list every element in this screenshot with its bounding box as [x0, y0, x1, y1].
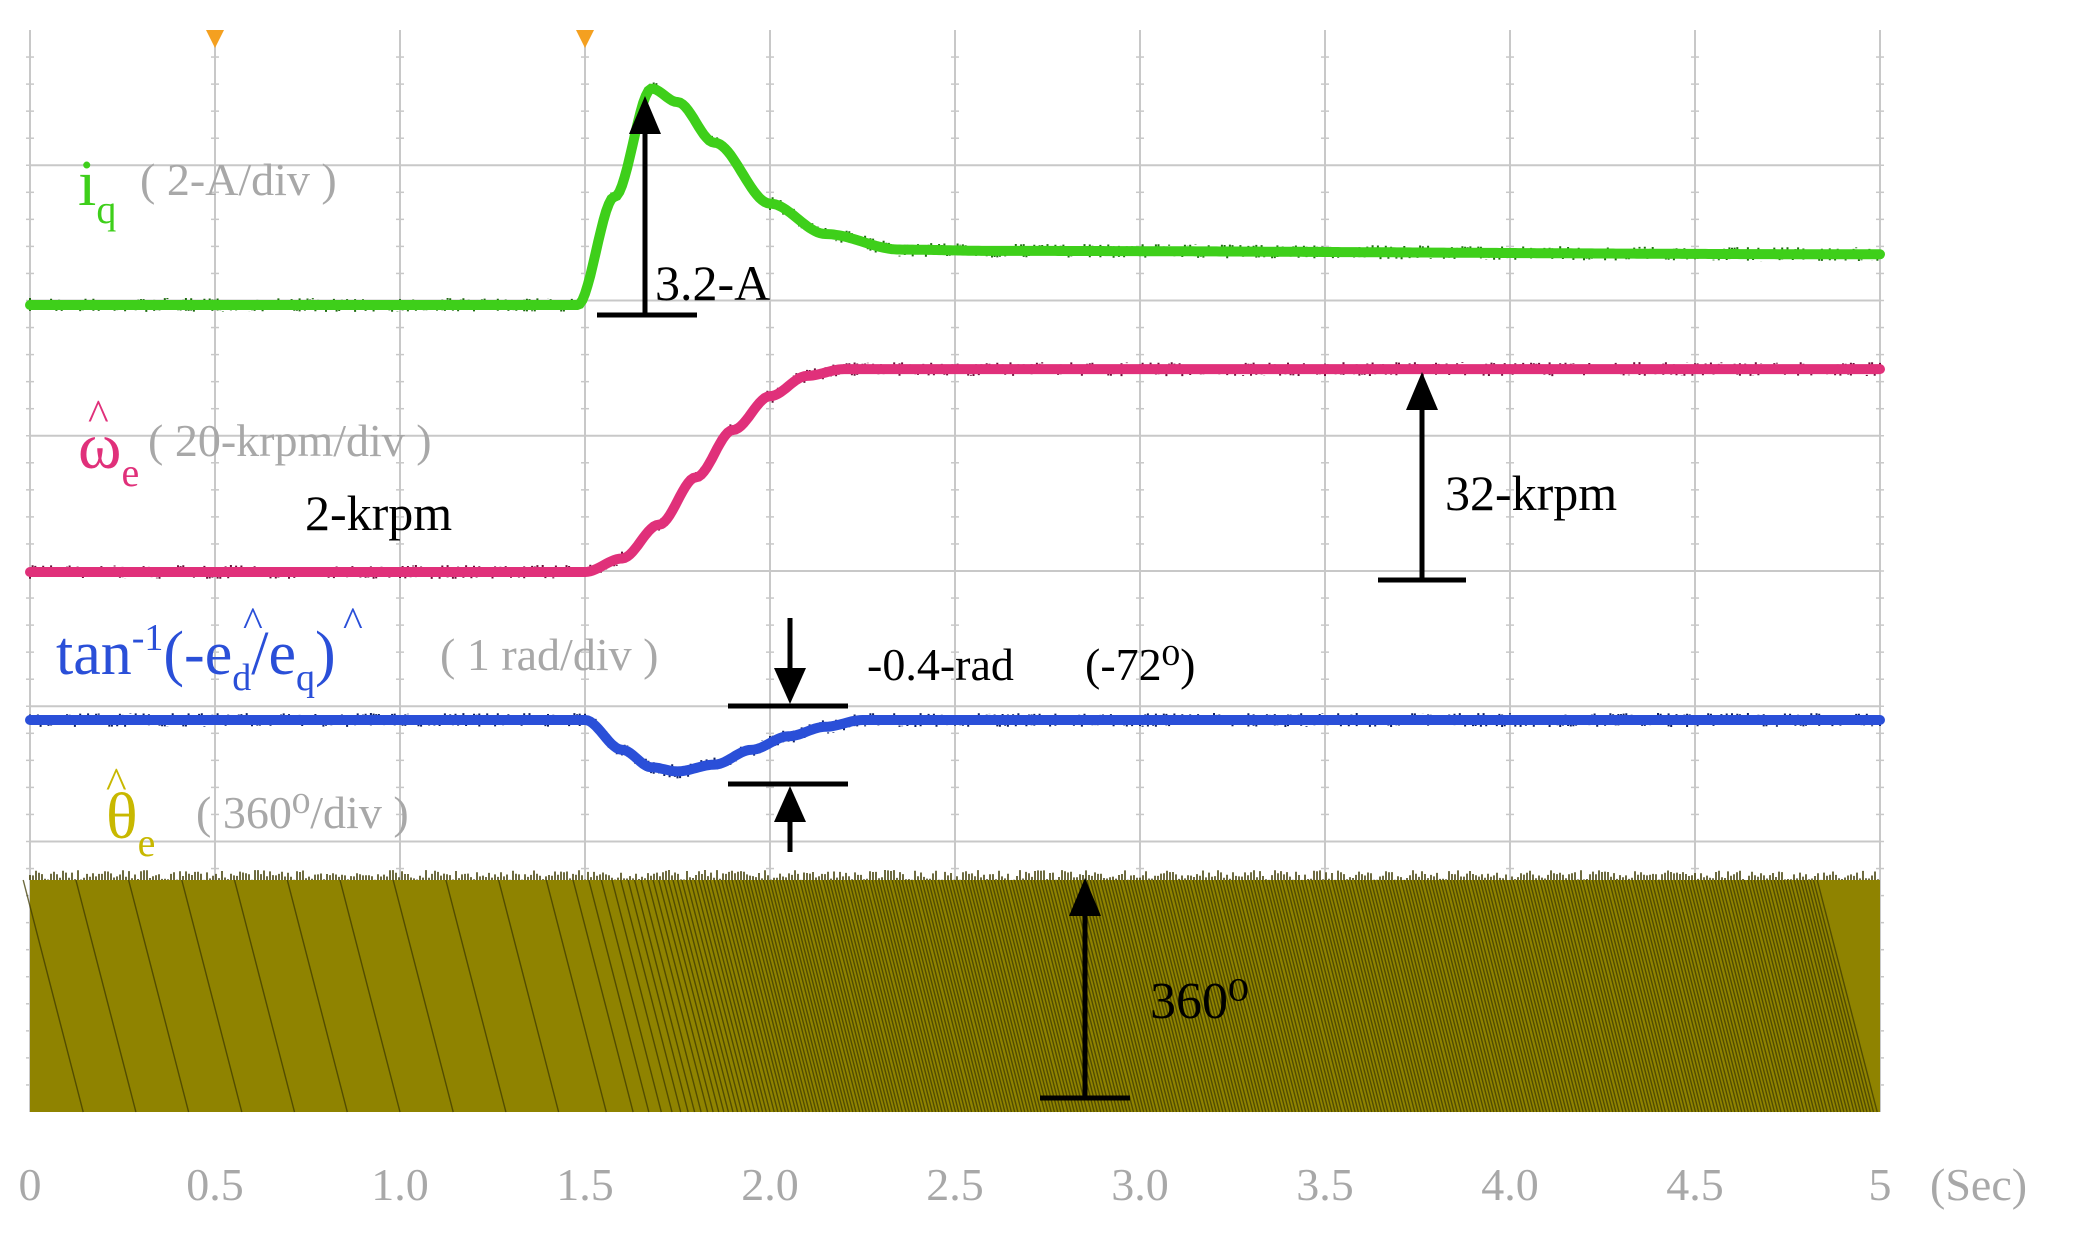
speed-final-annotation: 32-krpm — [1445, 465, 1617, 521]
x-tick-label: 2.0 — [741, 1159, 799, 1210]
x-tick-label: 4.0 — [1481, 1159, 1539, 1210]
angle-dip-down-head — [774, 668, 806, 704]
x-axis-tick-labels: 0 0.5 1.0 1.5 2.0 2.5 3.0 3.5 4.0 4.5 5 — [19, 1159, 1892, 1210]
theta-sawtooth-lines — [22, 879, 1878, 1113]
theta-trace — [22, 870, 1880, 1113]
iq-arrow-head — [629, 96, 661, 134]
angle-hat-symbol-d: ^ — [243, 600, 263, 646]
trace-lines — [25, 82, 1885, 779]
x-tick-label: 3.0 — [1111, 1159, 1169, 1210]
trigger-cursor-marker — [206, 30, 224, 48]
theta-scale-label: ( 360⁰/div ) — [196, 787, 409, 838]
x-tick-label: 1.5 — [556, 1159, 614, 1210]
annotation-arrows — [597, 96, 1466, 1101]
trigger-cursor-marker — [576, 30, 594, 48]
x-tick-label: 0 — [19, 1159, 42, 1210]
x-tick-label: 2.5 — [926, 1159, 984, 1210]
angle-hat-symbol-q: ^ — [343, 600, 363, 646]
x-tick-label: 1.0 — [371, 1159, 429, 1210]
theta-top-edge-noise — [29, 870, 1879, 880]
x-tick-label: 5 — [1869, 1159, 1892, 1210]
omega-trace — [25, 364, 1885, 577]
x-axis-unit: (Sec) — [1930, 1159, 2027, 1210]
iq-trace — [25, 83, 1885, 310]
angle-dip-up-head — [774, 786, 806, 822]
iq-label: iq — [78, 147, 116, 232]
theta-span-annotation: 360⁰ — [1150, 973, 1249, 1030]
omega-scale-label: ( 20-krpm/div ) — [148, 415, 432, 466]
trigger-cursors — [206, 30, 594, 48]
iq-peak-annotation: 3.2-A — [655, 255, 770, 311]
angle-label: tan-1(-ed/eq) — [56, 617, 336, 699]
x-tick-label: 0.5 — [186, 1159, 244, 1210]
omega-hat-symbol: ^ — [88, 391, 109, 440]
iq-scale-label: ( 2-A/div ) — [140, 154, 337, 205]
x-tick-label: 3.5 — [1296, 1159, 1354, 1210]
speed-initial-annotation: 2-krpm — [305, 485, 452, 541]
angle-dip-annotation: -0.4-rad — [867, 639, 1014, 690]
angle-scale-label: ( 1 rad/div ) — [440, 629, 658, 680]
theta-hat-symbol: ^ — [106, 759, 127, 808]
speed-arrow-head — [1406, 372, 1438, 410]
x-tick-label: 4.5 — [1666, 1159, 1724, 1210]
angle-dip-deg-annotation: (-72⁰) — [1085, 639, 1195, 690]
theta-arrow-head — [1069, 878, 1101, 916]
angle-trace — [25, 715, 1885, 777]
